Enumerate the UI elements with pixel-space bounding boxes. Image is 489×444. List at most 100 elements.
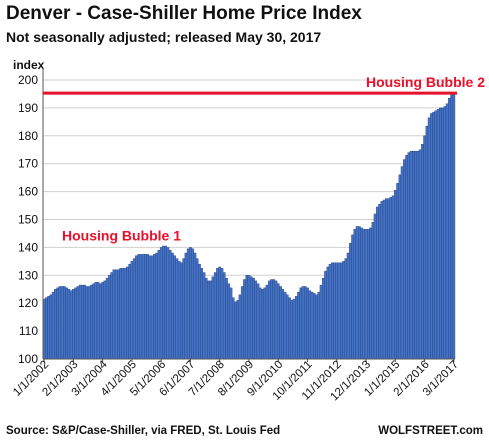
bar xyxy=(272,279,276,360)
bar xyxy=(148,255,152,360)
bar xyxy=(193,252,197,360)
bar xyxy=(439,107,442,360)
y-tick-label: 100 xyxy=(18,352,38,366)
bar xyxy=(225,277,228,360)
bar xyxy=(141,254,145,360)
bar xyxy=(421,143,424,360)
bar xyxy=(121,268,125,360)
bar xyxy=(290,300,294,360)
bar xyxy=(139,254,143,360)
bar xyxy=(418,149,422,360)
bar xyxy=(385,198,388,360)
bar xyxy=(441,107,444,360)
bar xyxy=(186,248,190,360)
y-axis-label: index xyxy=(13,58,45,72)
bar xyxy=(173,255,177,360)
bar xyxy=(358,226,361,360)
bar xyxy=(254,280,258,360)
bar xyxy=(342,261,345,360)
bar xyxy=(56,287,59,360)
bar xyxy=(333,262,336,360)
bar xyxy=(394,190,397,360)
bar xyxy=(92,283,95,360)
bar xyxy=(445,103,449,360)
bar xyxy=(443,106,447,360)
bar xyxy=(369,227,372,360)
bar xyxy=(150,255,154,360)
bar xyxy=(123,268,127,360)
bar xyxy=(135,255,138,360)
bar xyxy=(396,183,399,360)
bar xyxy=(427,117,431,360)
bar xyxy=(180,262,183,360)
source-note: Source: S&P/Case-Shiller, via FRED, St. … xyxy=(6,425,281,437)
bar xyxy=(126,266,129,360)
annotation-bubble-1: Housing Bubble 1 xyxy=(62,227,181,243)
bar xyxy=(355,226,359,360)
bar xyxy=(330,262,334,360)
bar xyxy=(258,287,262,360)
bar xyxy=(308,290,312,360)
bar xyxy=(200,268,204,360)
bar xyxy=(69,290,73,360)
bar xyxy=(315,294,318,360)
bar xyxy=(389,197,393,360)
bar xyxy=(45,297,48,360)
bar xyxy=(218,266,222,360)
bar xyxy=(184,252,188,360)
bar xyxy=(283,291,287,360)
bar xyxy=(349,243,352,360)
bar xyxy=(414,150,417,360)
bar xyxy=(373,213,377,360)
bar xyxy=(364,229,368,360)
bar xyxy=(198,263,201,360)
bar xyxy=(252,277,255,360)
bar xyxy=(114,269,118,360)
bar xyxy=(78,284,82,360)
bar xyxy=(207,280,210,360)
bar xyxy=(240,286,244,360)
bar xyxy=(353,229,357,360)
bar xyxy=(382,199,386,360)
bar xyxy=(294,296,298,360)
bar xyxy=(303,286,307,360)
bar xyxy=(267,280,271,360)
bar xyxy=(247,275,251,360)
bar xyxy=(81,284,84,360)
bar xyxy=(324,270,327,360)
bar xyxy=(281,289,285,360)
bar xyxy=(171,252,174,360)
bar xyxy=(58,286,62,360)
bar xyxy=(105,277,109,360)
bar xyxy=(117,269,120,360)
bar xyxy=(211,276,215,360)
bar xyxy=(51,291,55,360)
bar xyxy=(299,287,303,360)
y-tick-label: 160 xyxy=(18,185,38,199)
bar xyxy=(132,258,136,360)
bar xyxy=(436,109,440,360)
bar xyxy=(94,282,98,360)
bar xyxy=(380,201,384,360)
bar xyxy=(146,254,149,360)
bar xyxy=(425,125,429,360)
bar xyxy=(326,266,330,360)
bar xyxy=(261,289,264,360)
bar xyxy=(49,294,53,360)
bar xyxy=(434,110,438,360)
bar xyxy=(168,250,172,360)
bar xyxy=(335,262,339,360)
bar xyxy=(182,258,186,360)
bar xyxy=(204,277,208,360)
bar xyxy=(54,289,57,360)
chart-title: Denver - Case-Shiller Home Price Index xyxy=(6,3,362,24)
y-tick-label: 120 xyxy=(18,296,38,310)
brand-label: WOLFSTREET.com xyxy=(378,425,483,437)
bar xyxy=(452,92,456,360)
bar xyxy=(216,268,219,360)
bar xyxy=(263,287,267,360)
bar xyxy=(351,234,354,360)
bar xyxy=(130,261,134,360)
